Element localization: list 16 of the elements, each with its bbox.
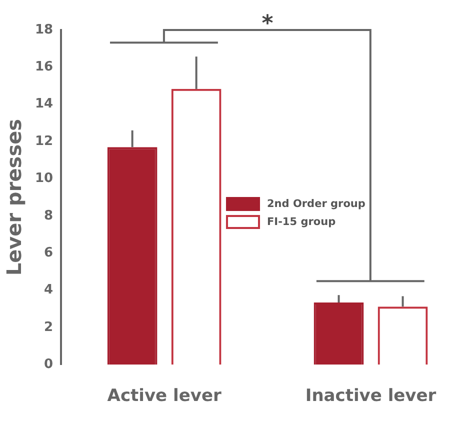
- y-tick-label: 2: [44, 320, 54, 335]
- y-tick-label: 16: [34, 60, 54, 75]
- y-tick-label: 14: [34, 96, 54, 112]
- legend-label: 2nd Order group: [267, 198, 366, 210]
- y-tick-label: 10: [34, 171, 54, 186]
- legend-label: FI-15 group: [267, 216, 336, 228]
- annotation: *: [262, 12, 274, 37]
- y-tick-label: 18: [34, 22, 54, 38]
- x-tick-label: Active lever: [107, 386, 222, 406]
- y-tick-label: 4: [44, 282, 54, 298]
- y-tick-label: 8: [44, 208, 54, 224]
- x-tick-label: Inactive lever: [305, 386, 437, 406]
- y-tick-label: 6: [44, 245, 54, 260]
- y-tick-label: 12: [34, 134, 54, 149]
- y-axis-title: Lever presses: [2, 118, 26, 276]
- y-tick-label: 0: [44, 356, 54, 372]
